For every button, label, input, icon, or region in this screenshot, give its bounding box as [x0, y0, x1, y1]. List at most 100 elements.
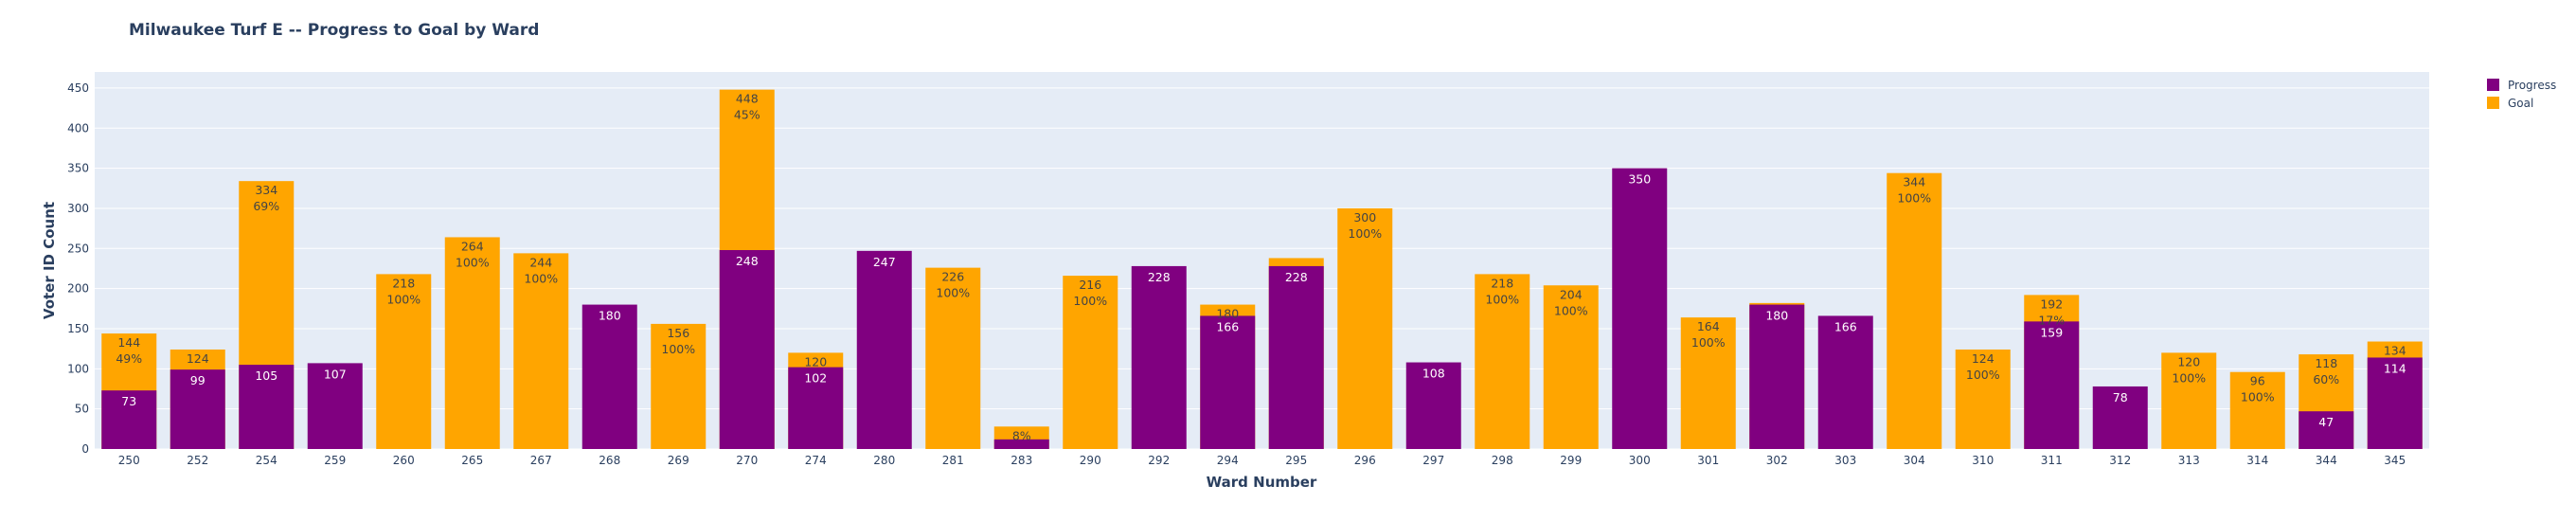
- x-tick-label: 296: [1354, 454, 1376, 467]
- progress-data-label: 99: [190, 373, 206, 387]
- x-tick-label: 290: [1080, 454, 1101, 467]
- goal-data-label: 334: [255, 183, 277, 197]
- x-tick-label: 274: [805, 454, 827, 467]
- goal-bar[interactable]: [2161, 352, 2217, 449]
- x-tick-label: 265: [461, 454, 483, 467]
- goal-bar[interactable]: [1887, 172, 1942, 449]
- progress-bar[interactable]: [1405, 362, 1461, 449]
- x-axis-title: Ward Number: [1207, 474, 1317, 491]
- progress-bar[interactable]: [307, 363, 363, 449]
- goal-bar[interactable]: [1337, 207, 1393, 449]
- goal-data-label: 100%: [386, 292, 420, 306]
- progress-bar[interactable]: [239, 365, 295, 449]
- y-tick-label: 150: [67, 322, 89, 335]
- progress-bar[interactable]: [788, 367, 844, 449]
- goal-data-label: 100%: [2241, 390, 2275, 404]
- progress-bar[interactable]: [856, 250, 912, 449]
- goal-data-label: 100%: [1691, 335, 1726, 350]
- goal-bar[interactable]: [1955, 349, 2011, 449]
- legend-swatch-progress: [2487, 79, 2499, 91]
- legend-item-progress[interactable]: Progress: [2487, 79, 2556, 92]
- goal-bar[interactable]: [651, 323, 707, 449]
- goal-bar[interactable]: [925, 267, 981, 449]
- progress-bar[interactable]: [2024, 321, 2080, 449]
- progress-bar[interactable]: [2299, 411, 2354, 449]
- x-tick-label: 252: [187, 454, 208, 467]
- progress-bar[interactable]: [993, 439, 1049, 449]
- goal-bar[interactable]: [1475, 274, 1530, 449]
- x-tick-label: 314: [2246, 454, 2268, 467]
- progress-bar[interactable]: [1817, 315, 1873, 449]
- x-tick-label: 281: [942, 454, 964, 467]
- x-tick-label: 302: [1766, 454, 1788, 467]
- goal-data-label: 100%: [1554, 303, 1588, 317]
- goal-data-label: 49%: [116, 351, 142, 366]
- progress-bar[interactable]: [1131, 265, 1187, 449]
- goal-data-label: 100%: [1073, 294, 1107, 308]
- goal-bar[interactable]: [444, 237, 500, 449]
- progress-data-label: 180: [1765, 309, 1788, 323]
- goal-data-label: 204: [1560, 287, 1583, 301]
- goal-data-label: 156: [667, 326, 689, 340]
- goal-bar[interactable]: [1063, 276, 1118, 449]
- progress-bar[interactable]: [101, 390, 157, 449]
- goal-bar[interactable]: [1543, 285, 1599, 449]
- y-tick-label: 250: [67, 242, 89, 255]
- progress-data-label: 105: [255, 368, 277, 383]
- goal-data-label: 124: [187, 351, 209, 366]
- goal-data-label: 218: [392, 276, 415, 290]
- x-tick-label: 294: [1217, 454, 1239, 467]
- x-tick-label: 270: [736, 454, 758, 467]
- x-tick-label: 304: [1904, 454, 1925, 467]
- progress-data-label: 73: [121, 394, 136, 408]
- x-tick-label: 267: [530, 454, 552, 467]
- progress-bar[interactable]: [1268, 265, 1324, 449]
- y-axis-title: Voter ID Count: [41, 202, 58, 319]
- progress-bar[interactable]: [1612, 168, 1668, 450]
- x-tick-label: 280: [873, 454, 895, 467]
- y-axis-ticks: 0 50 100 150 200 250 300 350 400 450: [67, 81, 89, 456]
- progress-data-label: 248: [736, 254, 759, 268]
- legend-label-goal: Goal: [2508, 97, 2533, 110]
- progress-bar[interactable]: [1200, 315, 1256, 449]
- x-tick-label: 250: [118, 454, 140, 467]
- goal-data-label: 448: [736, 92, 759, 106]
- goal-data-label: 164: [1697, 319, 1720, 333]
- x-tick-label: 268: [599, 454, 620, 467]
- progress-bar[interactable]: [170, 369, 225, 449]
- progress-data-label: 350: [1628, 172, 1651, 187]
- progress-bar[interactable]: [719, 249, 775, 449]
- goal-bar[interactable]: [513, 253, 569, 449]
- goal-data-label: 216: [1079, 278, 1101, 292]
- goal-data-label: 96: [2250, 374, 2265, 388]
- goal-bar[interactable]: [2229, 371, 2285, 449]
- goal-data-label: 8%: [1012, 428, 1031, 442]
- goal-bar[interactable]: [376, 274, 432, 449]
- goal-data-label: 180: [1216, 307, 1239, 321]
- goal-data-label: 100%: [661, 342, 695, 356]
- legend-swatch-goal: [2487, 97, 2499, 109]
- goal-data-label: 100%: [1485, 292, 1519, 306]
- progress-data-label: 102: [804, 371, 827, 386]
- goal-data-label: 17%: [2038, 313, 2065, 327]
- y-tick-label: 200: [67, 282, 89, 296]
- goal-bar[interactable]: [1680, 317, 1736, 449]
- x-tick-label: 303: [1834, 454, 1856, 467]
- progress-bar[interactable]: [2092, 386, 2148, 449]
- goal-data-label: 45%: [734, 108, 760, 122]
- y-tick-label: 0: [81, 442, 89, 456]
- y-tick-label: 450: [67, 81, 89, 95]
- goal-data-label: 226: [941, 270, 964, 284]
- progress-data-label: 78: [2113, 390, 2128, 404]
- progress-bar[interactable]: [581, 304, 637, 449]
- progress-bar[interactable]: [2367, 357, 2423, 449]
- x-tick-label: 300: [1629, 454, 1651, 467]
- progress-bar[interactable]: [1749, 304, 1805, 449]
- goal-data-label: 120: [2177, 354, 2200, 368]
- y-tick-label: 100: [67, 362, 89, 375]
- legend-item-goal[interactable]: Goal: [2487, 97, 2533, 110]
- goal-data-label: 100%: [1348, 226, 1382, 241]
- x-tick-label: 260: [393, 454, 415, 467]
